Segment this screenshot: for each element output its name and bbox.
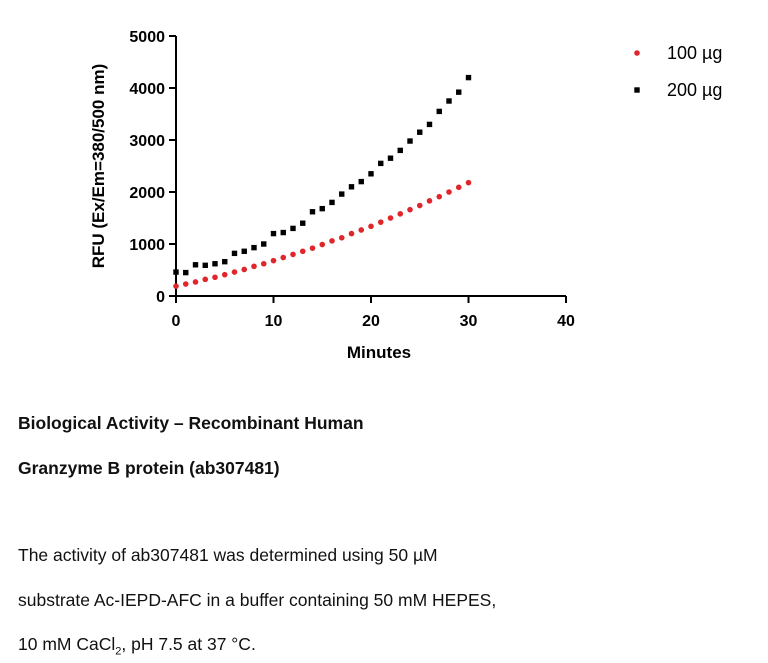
y-tick-label: 4000 (129, 81, 165, 98)
data-point (290, 251, 296, 258)
legend-marker (634, 87, 640, 93)
caption-text: 10 mM CaCl2, pH 7.5 at 37 °C. (18, 634, 256, 658)
caption-text: , pH 7.5 at 37 °C. (121, 634, 256, 654)
data-point (280, 229, 286, 236)
data-point (319, 205, 325, 212)
caption-title: Granzyme B protein (ab307481) (18, 458, 280, 478)
y-tick-label: 2000 (129, 185, 165, 202)
data-point (192, 262, 199, 268)
data-point (251, 244, 257, 251)
data-point (260, 260, 267, 267)
y-tick-label: 3000 (129, 133, 165, 150)
data-point (387, 155, 394, 161)
data-point (183, 269, 189, 276)
data-point (455, 184, 462, 191)
data-point (173, 269, 179, 275)
data-point (368, 223, 374, 230)
data-point (378, 160, 384, 167)
data-point (465, 179, 472, 186)
y-tick-label: 5000 (129, 29, 165, 46)
data-point (300, 220, 306, 226)
data-point (368, 171, 374, 177)
data-point (465, 74, 472, 81)
data-point (261, 241, 267, 247)
legend-label: 100 µg (667, 43, 722, 63)
data-point (446, 189, 452, 195)
x-tick-label: 30 (460, 313, 478, 330)
caption-text: The activity of ab307481 was determined … (18, 545, 438, 565)
caption-text: substrate Ac-IEPD-AFC in a buffer contai… (18, 590, 497, 610)
data-point (348, 230, 355, 237)
x-axis-label: Minutes (347, 343, 411, 362)
data-point (221, 271, 228, 278)
y-tick-label: 1000 (129, 237, 165, 254)
data-point (202, 262, 208, 269)
y-tick-label: 0 (156, 289, 165, 306)
data-point (222, 258, 228, 265)
data-point (241, 248, 247, 254)
y-axis-label: RFU (Ex/Em=380/500 nm) (89, 64, 108, 269)
data-point (426, 198, 433, 204)
data-point (358, 227, 365, 233)
data-point (446, 98, 452, 104)
data-point (329, 238, 335, 244)
data-point (407, 206, 413, 213)
data-point (339, 191, 345, 197)
data-point (212, 261, 218, 267)
x-tick-label: 20 (362, 313, 380, 330)
data-point (436, 193, 443, 200)
caption-title: Biological Activity – Recombinant Human (18, 413, 364, 433)
data-point (290, 225, 296, 232)
data-point (251, 263, 257, 270)
data-point (270, 257, 277, 264)
data-point (241, 266, 248, 273)
data-point (436, 108, 442, 115)
data-point (173, 283, 179, 289)
data-point (358, 178, 364, 185)
data-point (348, 184, 355, 190)
data-point (309, 209, 316, 215)
data-point (387, 215, 394, 221)
data-point (319, 241, 326, 248)
data-point (231, 269, 238, 275)
data-point (456, 89, 462, 95)
data-point (231, 250, 238, 257)
caption-text: 10 mM CaCl (18, 634, 116, 654)
caption-subscript: 2 (115, 645, 122, 658)
data-point (329, 199, 335, 206)
data-point (270, 230, 277, 237)
data-point (309, 245, 316, 251)
data-point (182, 281, 189, 287)
data-point (377, 219, 384, 225)
x-tick-label: 40 (557, 313, 575, 330)
data-point (397, 211, 404, 217)
data-point (280, 254, 287, 261)
legend-label: 200 µg (667, 80, 722, 100)
legend-marker (634, 50, 640, 56)
x-tick-label: 0 (172, 313, 181, 330)
data-point (192, 279, 199, 285)
data-point (407, 138, 413, 144)
data-point (212, 274, 218, 281)
data-point (416, 202, 423, 209)
x-tick-label: 10 (265, 313, 283, 330)
data-point (338, 234, 345, 241)
data-point (397, 147, 403, 154)
data-point (417, 129, 423, 135)
chart: Minutes RFU (Ex/Em=380/500 nm) 0 1000 2000… (89, 29, 722, 362)
data-point (299, 248, 306, 255)
data-point (426, 121, 433, 128)
data-point (202, 276, 209, 283)
